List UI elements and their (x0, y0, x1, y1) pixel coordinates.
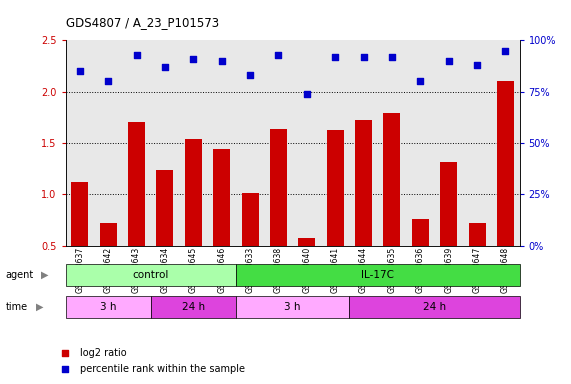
Point (274, 51, 283, 58)
Text: ▶: ▶ (41, 270, 49, 280)
Text: IL-17C: IL-17C (361, 270, 394, 280)
Point (132, 51, 141, 58)
Point (372, 260, 381, 266)
Bar (412, 219, 429, 297)
Point (302, 91, 311, 97)
Bar (100, 223, 116, 297)
Point (416, 78, 425, 84)
Bar (384, 113, 400, 297)
Text: percentile rank within the sample: percentile rank within the sample (80, 364, 245, 374)
Point (75, 68, 85, 74)
Point (359, 54, 368, 60)
Text: 3 h: 3 h (100, 302, 116, 312)
Bar (236, 296, 349, 318)
Bar (469, 223, 485, 297)
Bar (242, 194, 259, 297)
Bar (185, 139, 202, 297)
Text: log2 ratio: log2 ratio (80, 348, 126, 358)
Point (444, 58, 453, 64)
Bar (270, 129, 287, 297)
Point (246, 72, 255, 78)
Text: ▶: ▶ (36, 302, 43, 312)
Text: time: time (6, 302, 28, 312)
Bar (156, 170, 174, 297)
Bar (66, 296, 151, 318)
Bar (298, 238, 315, 297)
Point (501, 48, 510, 54)
Bar (66, 264, 236, 286)
Point (217, 58, 226, 64)
Point (331, 54, 340, 60)
Bar (71, 182, 89, 297)
Bar (236, 264, 520, 286)
Text: GDS4807 / A_23_P101573: GDS4807 / A_23_P101573 (66, 16, 219, 29)
Point (472, 62, 481, 68)
Point (104, 78, 113, 84)
Bar (151, 296, 236, 318)
Point (160, 64, 170, 70)
Bar (349, 296, 520, 318)
Bar (327, 130, 344, 297)
Text: control: control (132, 270, 169, 280)
Bar (213, 149, 230, 297)
Text: 24 h: 24 h (182, 302, 205, 312)
Text: 24 h: 24 h (423, 302, 446, 312)
Bar (128, 122, 145, 297)
Point (372, 106, 381, 113)
Text: agent: agent (6, 270, 34, 280)
Point (189, 56, 198, 62)
Text: 3 h: 3 h (284, 302, 301, 312)
Point (387, 54, 396, 60)
Bar (497, 81, 514, 297)
Bar (355, 121, 372, 297)
Bar (440, 162, 457, 297)
